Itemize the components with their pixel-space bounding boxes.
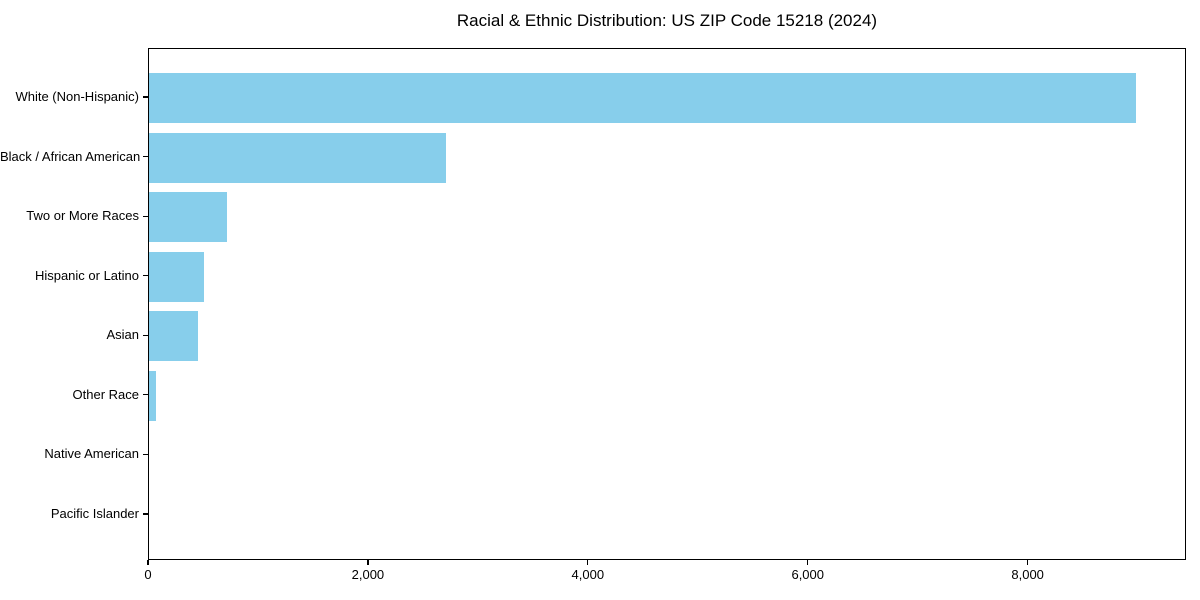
x-tick-label: 4,000 xyxy=(571,567,605,582)
x-tick-label: 6,000 xyxy=(791,567,825,582)
y-tick-mark xyxy=(143,215,148,217)
bar-hispanic-or-latino xyxy=(149,251,204,302)
y-axis-label-other-race: Other Race xyxy=(72,386,139,402)
y-axis-label-hispanic-or-latino: Hispanic or Latino xyxy=(34,267,139,283)
y-axis-label-native-american: Native American xyxy=(44,446,139,462)
plot-area xyxy=(148,48,1186,560)
bar-white-non-hispanic xyxy=(149,73,1137,123)
y-axis-label-asian: Asian xyxy=(106,327,139,343)
bar-asian xyxy=(149,311,198,362)
y-tick-mark xyxy=(143,453,148,455)
y-tick-mark xyxy=(143,394,148,396)
x-tick-mark xyxy=(1027,560,1029,565)
x-tick-label: 8,000 xyxy=(1011,567,1044,582)
chart-title: Racial & Ethnic Distribution: US ZIP Cod… xyxy=(456,11,878,30)
x-tick-mark xyxy=(147,560,149,565)
y-axis-label-pacific-islander: Pacific Islander xyxy=(50,505,139,521)
y-axis-label-white-non-hispanic: White (Non-Hispanic) xyxy=(15,89,139,104)
bar-black-african-american xyxy=(149,132,446,183)
y-tick-mark xyxy=(143,155,148,158)
x-tick-mark xyxy=(807,560,809,565)
x-tick-label: 0 xyxy=(144,567,152,582)
y-tick-mark xyxy=(143,513,148,515)
y-axis-label-two-or-more-races: Two or More Races xyxy=(26,208,139,224)
bar-other-race xyxy=(149,370,157,421)
x-tick-mark xyxy=(587,560,589,565)
x-tick-label: 2,000 xyxy=(351,567,385,582)
y-tick-mark xyxy=(143,96,148,98)
x-tick-mark xyxy=(367,560,369,565)
y-axis-label-black-african-american: Black / African American xyxy=(0,148,141,164)
y-tick-mark xyxy=(143,334,148,336)
y-tick-mark xyxy=(143,275,148,277)
bar-two-or-more-races xyxy=(149,192,228,243)
